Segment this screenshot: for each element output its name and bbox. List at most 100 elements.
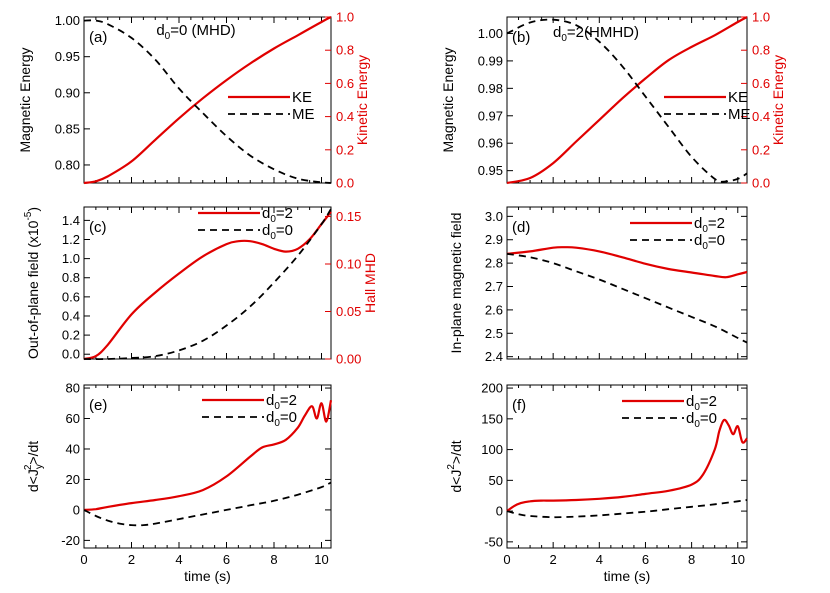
y-tick-label: 40 <box>66 441 80 456</box>
legend-label: ME <box>728 106 751 123</box>
legend-label: d0=2 <box>266 392 297 412</box>
y2-tick-label: 0.05 <box>336 304 361 319</box>
y-tick-label: 100 <box>481 442 503 457</box>
y-tick-label: 0.4 <box>62 308 80 323</box>
legend-label: KE <box>728 89 748 106</box>
y-axis-label: In-plane magnetic field <box>448 213 464 354</box>
x-tick-label: 0 <box>503 552 510 567</box>
legend-label: d0=2 <box>686 393 717 413</box>
x-tick-label: 2 <box>128 552 135 567</box>
series-line-d0=2 <box>83 399 333 511</box>
y2-axis-label: Kinetic Energy <box>354 55 370 145</box>
plot-frame <box>506 384 748 549</box>
y-tick-label: 20 <box>66 472 80 487</box>
x-tick-label: 6 <box>223 552 230 567</box>
panel-label: (f) <box>512 397 526 414</box>
y-tick-label: 0.90 <box>55 85 80 100</box>
legend-label: d0=0 <box>262 222 293 242</box>
y2-tick-label: 0.8 <box>752 43 770 58</box>
panel-a: 1.00 0.95 0.90 0.85 0.80 1.0 0.8 0.6 0.4 0.2 0.0 Ki… <box>17 10 370 191</box>
y2-tick-label: 0.0 <box>336 176 354 191</box>
y-tick-label: 60 <box>66 411 80 426</box>
series-line-KE <box>506 16 748 185</box>
series-line-d0=2 <box>506 246 748 279</box>
panel-d: 3.0 2.9 2.8 2.7 2.6 2.5 2.4 In-plane magnetic f… <box>448 206 748 364</box>
y-tick-label: 2.4 <box>485 349 503 364</box>
y-tick-label: 150 <box>481 411 503 426</box>
y-tick-label: 0.80 <box>55 157 80 172</box>
x-tick-label: 0 <box>80 552 87 567</box>
y-axis-label: d<Jy2>/dt <box>23 441 45 492</box>
y-tick-label: 0.6 <box>62 289 80 304</box>
x-tick-label: 8 <box>688 552 695 567</box>
x-tick-label: 10 <box>314 552 328 567</box>
y2-tick-label: 0.8 <box>336 43 354 58</box>
x-axis-label: time (s) <box>184 568 231 584</box>
y-tick-label: 1.2 <box>62 232 80 247</box>
y-tick-label: 0.0 <box>62 347 80 362</box>
legend-label: ME <box>292 106 315 123</box>
y2-tick-label: 0.10 <box>336 257 361 272</box>
y-tick-label: 0 <box>73 502 80 517</box>
y-tick-label: 0.85 <box>55 121 80 136</box>
legend-label: d0=2 <box>694 215 725 235</box>
y2-axis-label: Kinetic Energy <box>770 55 786 145</box>
panel-label: (c) <box>89 219 107 236</box>
y-tick-label: 2.8 <box>485 256 503 271</box>
y2-tick-label: 0.00 <box>336 352 361 367</box>
series-line-d0=0 <box>506 252 748 344</box>
legend-label: KE <box>292 89 312 106</box>
plot-frame <box>83 384 332 549</box>
x-tick-label: 10 <box>731 552 745 567</box>
y-axis-label: Magnetic Energy <box>17 47 33 152</box>
y-tick-label: 50 <box>489 473 503 488</box>
series-line-ME <box>506 18 748 183</box>
y-tick-label: 0 <box>496 504 503 519</box>
x-tick-label: 4 <box>596 552 603 567</box>
panel-label: (b) <box>512 29 530 46</box>
y2-axis-label: Hall MHD <box>362 253 378 313</box>
y2-tick-label: 0.15 <box>336 209 361 224</box>
legend-label: d0=0 <box>686 410 717 430</box>
series-line-d0=2 <box>506 418 748 513</box>
y2-tick-label: 0.4 <box>336 109 354 124</box>
panel-label: (d) <box>512 219 530 236</box>
y-tick-label: 0.95 <box>478 163 503 178</box>
y2-tick-label: 0.0 <box>752 176 770 191</box>
legend-label: d0=2 <box>262 205 293 225</box>
panel-c: 1.4 1.2 1.0 0.8 0.6 0.4 0.2 0.0 0.15 0.10 0.05 0.00… <box>23 205 378 367</box>
y-tick-label: 0.98 <box>478 81 503 96</box>
x-axis-label: time (s) <box>604 568 651 584</box>
series-line-KE <box>83 16 332 185</box>
y-tick-label: 0.8 <box>62 270 80 285</box>
y2-tick-label: 0.4 <box>752 109 770 124</box>
series-line-d0=0 <box>506 499 748 519</box>
x-tick-label: 2 <box>550 552 557 567</box>
plot-frame <box>83 206 332 360</box>
y-axis-label: Out-of-plane field (x10-5) <box>23 207 41 359</box>
legend-label: d0=0 <box>694 232 725 252</box>
y2-tick-label: 0.6 <box>752 76 770 91</box>
y-tick-label: -20 <box>61 533 80 548</box>
plot-frame <box>506 16 748 184</box>
y-tick-label: 2.7 <box>485 279 503 294</box>
series-line-d0=0 <box>83 208 332 360</box>
y2-tick-label: 0.2 <box>336 142 354 157</box>
plot-frame <box>83 16 332 184</box>
legend-label: d0=0 <box>266 409 297 429</box>
y-axis-label: Magnetic Energy <box>440 47 456 152</box>
panel-title: d0=0 (MHD) <box>156 22 235 42</box>
x-tick-label: 4 <box>175 552 182 567</box>
y-tick-label: 80 <box>66 381 80 396</box>
plot-frame <box>506 206 748 360</box>
y-tick-label: 2.6 <box>485 302 503 317</box>
series-line-ME <box>83 19 332 184</box>
y-tick-label: 200 <box>481 381 503 396</box>
y2-tick-label: 1.0 <box>336 10 354 25</box>
panel-b: 1.00 0.99 0.98 0.97 0.96 0.95 1.0 0.8 0.6 0.4 0.2 0… <box>440 10 786 191</box>
y-axis-label: d<J2>/dt <box>446 440 464 492</box>
y-tick-label: 1.4 <box>62 213 80 228</box>
